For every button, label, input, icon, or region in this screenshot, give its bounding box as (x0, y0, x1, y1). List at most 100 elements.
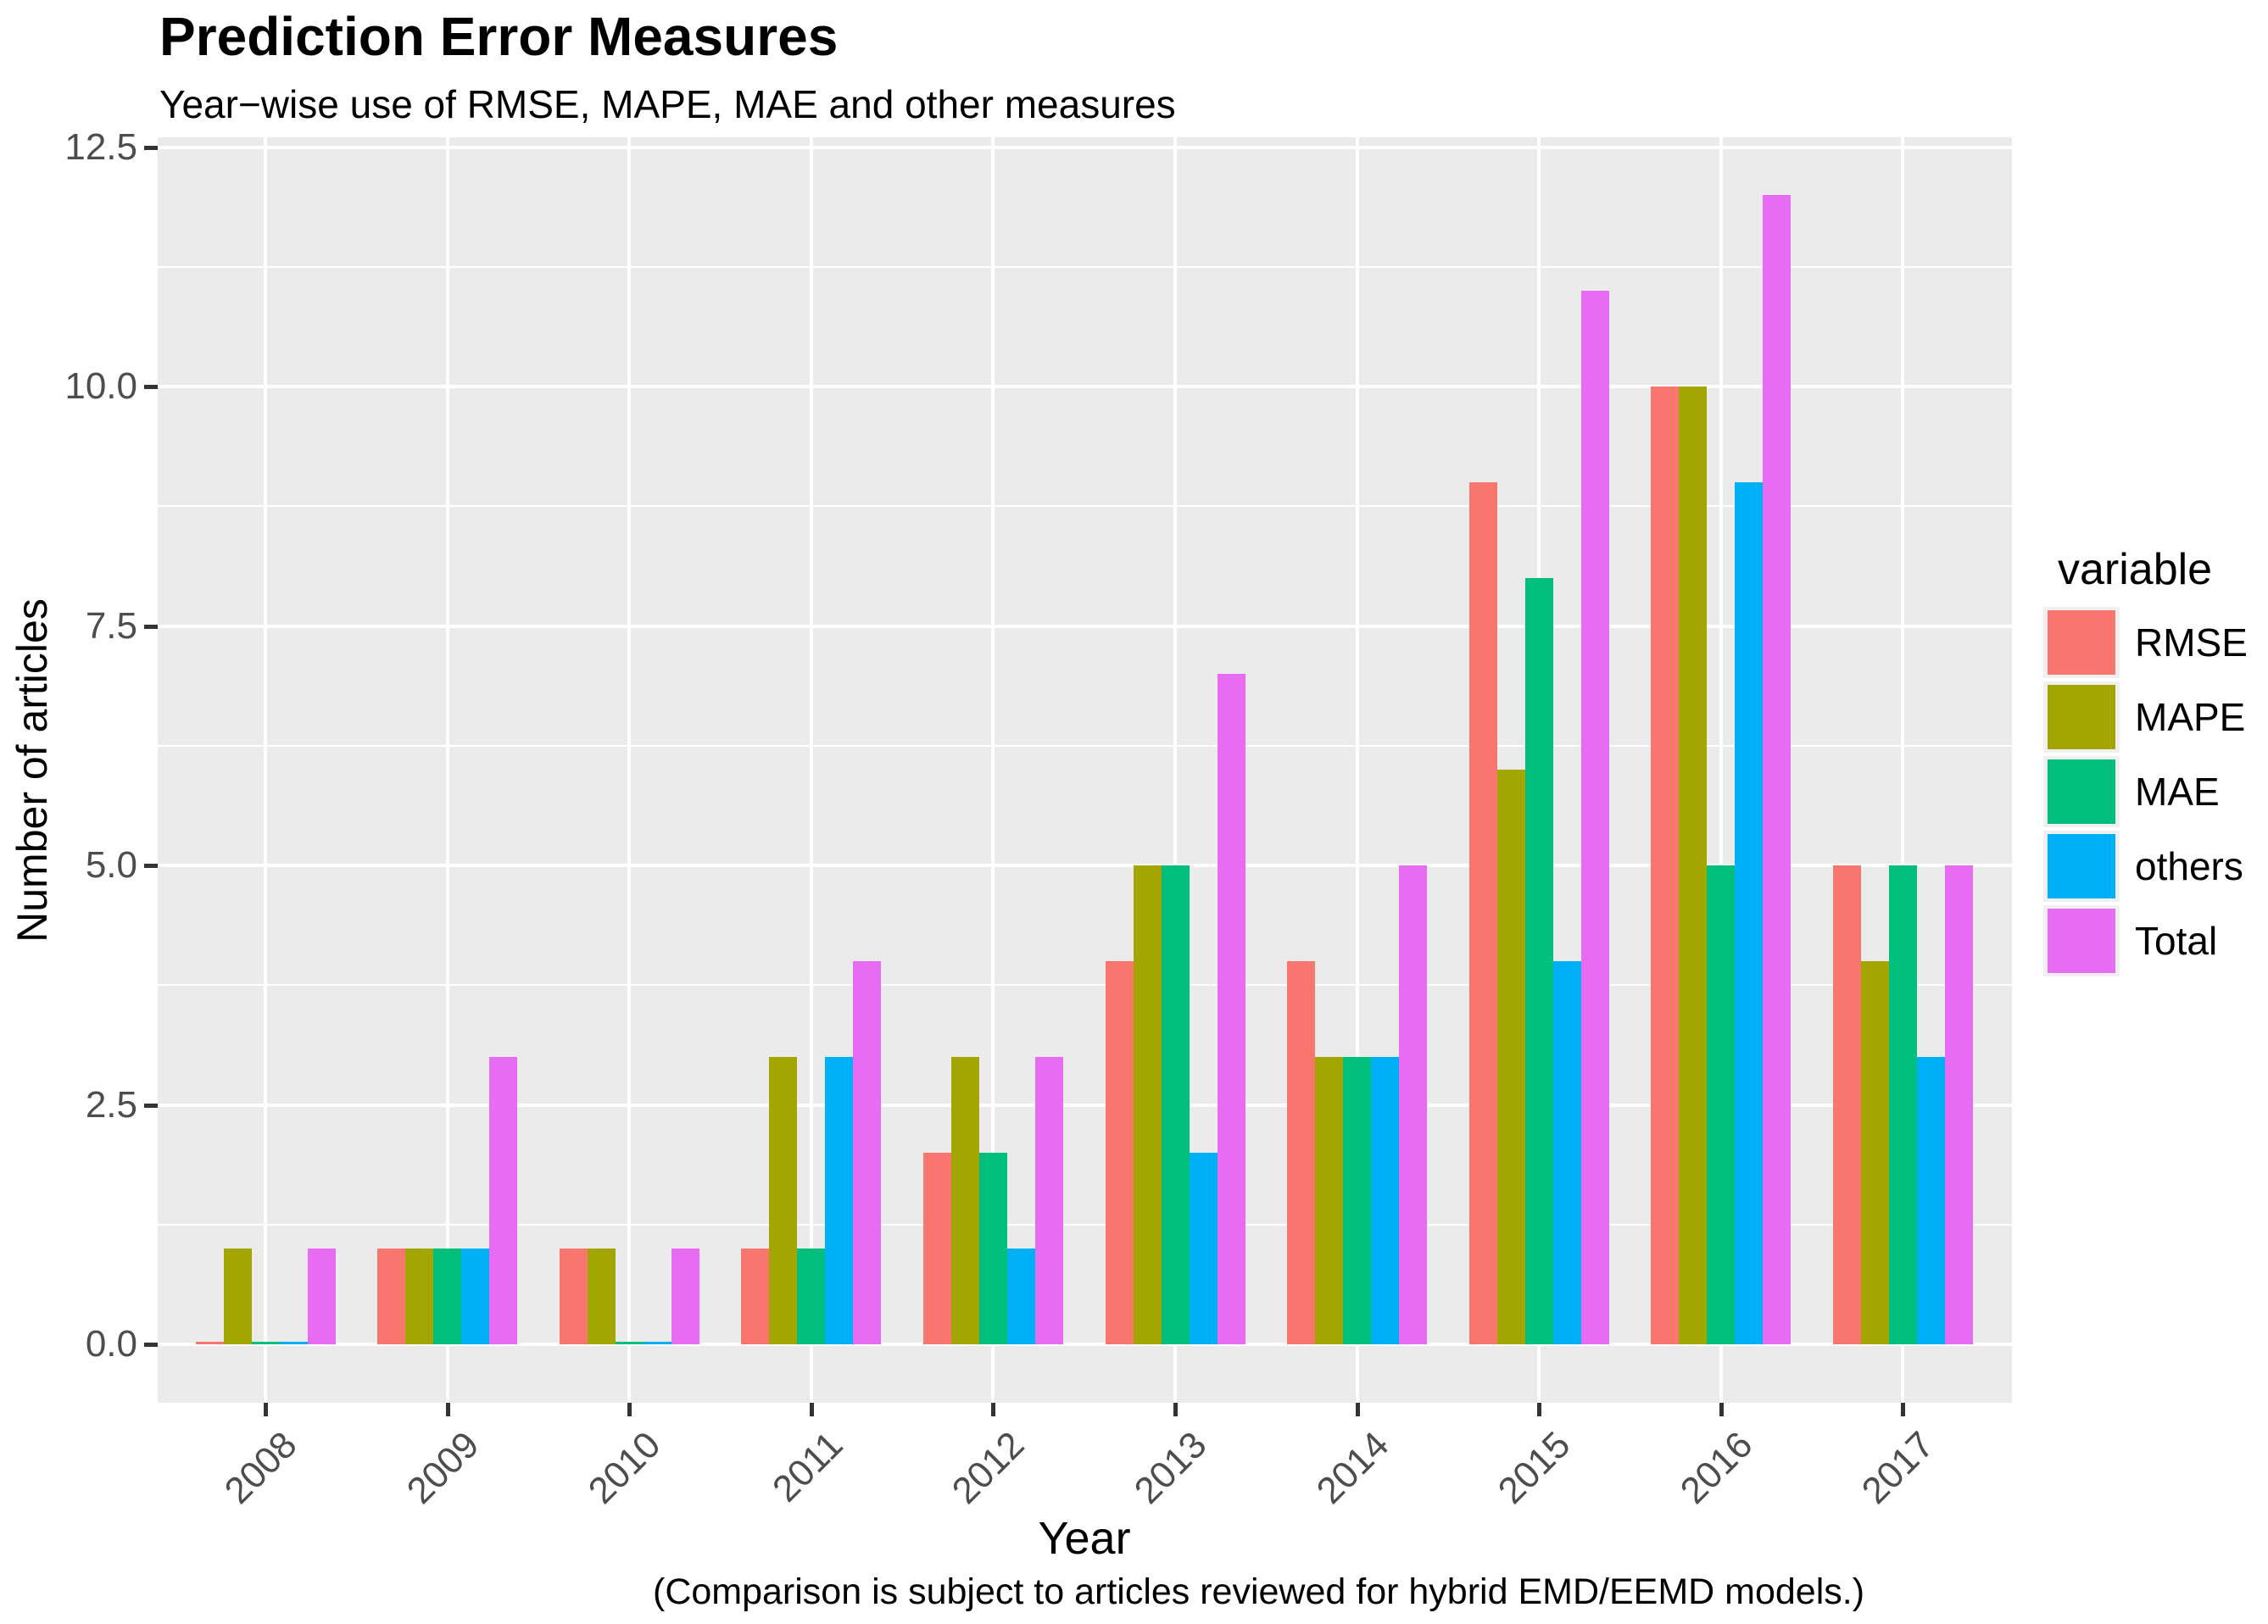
bar-mape-2008 (223, 1249, 252, 1344)
legend-key (2043, 905, 2120, 976)
legend-item-mape: MAPE (2043, 681, 2248, 753)
bar-rmse-2008 (195, 1342, 224, 1344)
legend-swatch-mape (2048, 685, 2115, 749)
bar-others-2008 (279, 1342, 308, 1344)
gridline-minor-y (158, 1223, 2012, 1226)
x-axis-tick (1537, 1403, 1542, 1416)
bar-others-2010 (643, 1342, 671, 1344)
gridline-major-y (158, 145, 2012, 149)
bar-others-2017 (1916, 1057, 1945, 1344)
y-axis-tick-label: 10.0 (64, 365, 137, 407)
bar-total-2009 (489, 1057, 518, 1344)
y-axis-tick (144, 624, 158, 629)
bar-total-2008 (307, 1249, 336, 1344)
y-axis-tick (144, 1103, 158, 1108)
legend-swatch-total (2048, 909, 2115, 973)
bar-rmse-2015 (1468, 482, 1497, 1344)
y-axis-tick (144, 1343, 158, 1347)
legend-swatch-mae (2048, 759, 2115, 824)
bar-total-2011 (853, 961, 882, 1344)
legend-item-others: others (2043, 831, 2248, 902)
x-axis-tick (1173, 1403, 1178, 1416)
bar-mape-2014 (1315, 1057, 1344, 1344)
bar-mae-2009 (433, 1249, 462, 1344)
bar-total-2010 (671, 1249, 699, 1344)
bar-rmse-2009 (377, 1249, 406, 1344)
bar-mae-2010 (615, 1342, 644, 1344)
y-axis-title: Number of articles (8, 598, 56, 943)
gridline-minor-y (158, 265, 2012, 268)
bar-rmse-2017 (1832, 865, 1861, 1344)
x-axis-tick (445, 1403, 450, 1416)
gridline-major-x (809, 137, 813, 1403)
gridline-major-x (445, 137, 449, 1403)
gridline-major-x (1719, 137, 1723, 1403)
bar-others-2013 (1189, 1153, 1218, 1344)
legend-title: variable (2058, 545, 2213, 594)
bar-rmse-2016 (1651, 387, 1680, 1344)
gridline-major-y (158, 1343, 2012, 1346)
bar-others-2015 (1552, 961, 1581, 1344)
legend-label: Total (2135, 919, 2218, 963)
gridline-major-y (158, 1103, 2012, 1107)
legend-label: MAE (2135, 770, 2220, 814)
bar-others-2014 (1371, 1057, 1400, 1344)
legend-item-rmse: RMSE (2043, 607, 2248, 678)
x-axis-tick (627, 1403, 632, 1416)
legend-label: MAPE (2135, 695, 2246, 739)
bar-mae-2008 (251, 1342, 280, 1344)
bar-mae-2012 (978, 1153, 1007, 1344)
y-axis-tick (144, 385, 158, 389)
gridline-major-y (158, 864, 2012, 867)
bar-total-2014 (1399, 865, 1428, 1344)
bar-others-2016 (1735, 482, 1764, 1344)
gridline-major-y (158, 385, 2012, 388)
x-axis-title: Year (1038, 1513, 1131, 1564)
bar-rmse-2013 (1105, 961, 1134, 1344)
bar-mae-2016 (1707, 865, 1736, 1344)
gridline-major-x (1355, 137, 1359, 1403)
legend-key (2043, 756, 2120, 827)
y-axis-tick-label: 5.0 (85, 844, 137, 886)
bar-mape-2009 (405, 1249, 434, 1344)
bar-others-2011 (825, 1057, 854, 1344)
bar-rmse-2014 (1287, 961, 1316, 1344)
bar-mape-2011 (769, 1057, 798, 1344)
x-axis-tick (809, 1403, 814, 1416)
x-axis-tick-label: 2008 (216, 1423, 305, 1512)
bar-total-2013 (1217, 674, 1245, 1344)
gridline-minor-y (158, 744, 2012, 747)
legend-label: others (2135, 844, 2243, 888)
x-axis-tick (1355, 1403, 1360, 1416)
gridline-major-x (991, 137, 995, 1403)
legend-item-mae: MAE (2043, 756, 2248, 827)
bar-mae-2013 (1161, 865, 1190, 1344)
bar-rmse-2012 (922, 1153, 951, 1344)
y-axis-tick-label: 2.5 (85, 1083, 137, 1126)
bar-mape-2017 (1860, 961, 1889, 1344)
legend-items: RMSE MAPE MAE others Total (2043, 607, 2248, 976)
bar-total-2012 (1034, 1057, 1063, 1344)
chart-title: Prediction Error Measures (159, 6, 839, 67)
bar-mae-2011 (797, 1249, 826, 1344)
bar-total-2017 (1944, 865, 1973, 1344)
legend-key (2043, 681, 2120, 753)
y-axis-tick (144, 145, 158, 150)
y-axis-tick-label: 0.0 (85, 1323, 137, 1365)
bar-mape-2010 (587, 1249, 616, 1344)
bar-mae-2017 (1888, 865, 1917, 1344)
bar-others-2012 (1006, 1249, 1035, 1344)
x-axis-tick (1719, 1403, 1724, 1416)
legend-swatch-others (2048, 834, 2115, 898)
y-axis-tick (144, 864, 158, 868)
bar-mae-2015 (1524, 578, 1553, 1344)
bar-rmse-2010 (559, 1249, 588, 1344)
legend-item-total: Total (2043, 905, 2248, 976)
bar-mae-2014 (1343, 1057, 1372, 1344)
bar-total-2016 (1763, 195, 1792, 1344)
gridline-major-x (264, 137, 267, 1403)
bar-mape-2013 (1133, 865, 1162, 1344)
gridline-minor-y (158, 984, 2012, 987)
legend-key (2043, 607, 2120, 678)
